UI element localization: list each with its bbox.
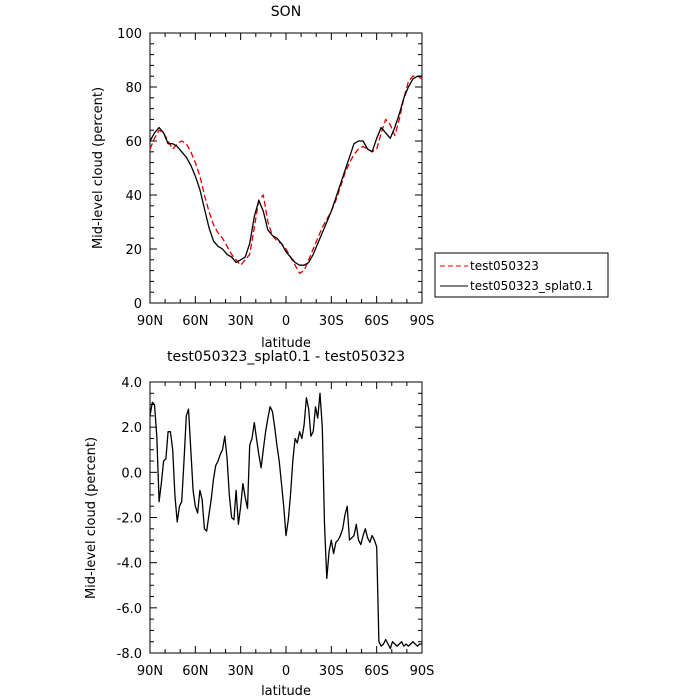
top-x-tick-label: 60S <box>364 314 389 329</box>
bottom-y-tick-label: -6.0 <box>117 602 142 617</box>
top-x-tick-label: 60N <box>182 314 208 329</box>
bottom-x-tick-label: 30N <box>228 664 254 679</box>
bottom-chart-title: test050323_splat0.1 - test050323 <box>167 349 405 365</box>
top-x-axis-label: latitude <box>261 336 311 351</box>
bottom-y-tick-label: 2.0 <box>121 421 142 436</box>
top-y-tick-label: 60 <box>125 135 142 150</box>
top-y-tick-label: 80 <box>125 81 142 96</box>
legend-label-test050323: test050323 <box>470 259 539 273</box>
bottom-x-tick-label: 0 <box>282 664 290 679</box>
top-series-line-test050323 <box>149 75 423 274</box>
bottom-x-tick-label: 90S <box>410 664 435 679</box>
bottom-x-tick-label: 60S <box>364 664 389 679</box>
top-y-tick-label: 0 <box>134 297 142 312</box>
bottom-x-tick-label: 90N <box>137 664 163 679</box>
bottom-y-tick-label: -2.0 <box>117 512 142 527</box>
bottom-x-axis: 90N 60N 30N 0 30S 60S 90S <box>137 382 435 679</box>
top-y-tick-label: 40 <box>125 189 142 204</box>
bottom-x-tick-label: 60N <box>182 664 208 679</box>
bottom-chart: test050323_splat0.1 - test050323 -8.0 -6.… <box>84 349 434 699</box>
top-plot-frame <box>149 32 423 304</box>
bottom-x-axis-label: latitude <box>261 684 311 699</box>
top-chart-title: SON <box>271 4 301 20</box>
top-x-tick-label: 30S <box>319 314 344 329</box>
top-x-tick-label: 0 <box>282 314 290 329</box>
legend-label-splat: test050323_splat0.1 <box>470 279 593 293</box>
bottom-y-axis-label: Mid-level cloud (percent) <box>84 437 99 599</box>
top-x-tick-label: 30N <box>228 314 254 329</box>
top-chart: SON 0 20 40 60 80 100 90N 60N 30N 0 30S 60S 90S lat… <box>91 4 434 351</box>
bottom-y-tick-label: 4.0 <box>121 376 142 391</box>
top-x-tick-label: 90N <box>137 314 163 329</box>
bottom-y-axis: -8.0 -6.0 -4.0 -2.0 0.0 2.0 4.0 <box>117 376 422 662</box>
legend-box <box>434 252 609 298</box>
top-x-axis: 90N 60N 30N 0 30S 60S 90S <box>137 33 435 329</box>
legend: test050323 test050323_splat0.1 <box>434 252 609 298</box>
top-series-line-test050323-splat0-1 <box>149 75 422 266</box>
top-y-axis-label: Mid-level cloud (percent) <box>91 87 106 249</box>
bottom-y-tick-label: -4.0 <box>117 557 142 572</box>
bottom-series-line-series-0 <box>149 392 422 650</box>
bottom-y-tick-label: -8.0 <box>117 647 142 662</box>
top-y-tick-label: 20 <box>125 243 142 258</box>
bottom-plot-frame <box>149 381 423 654</box>
top-y-tick-label: 100 <box>117 27 142 42</box>
bottom-y-tick-label: 0.0 <box>121 466 142 481</box>
bottom-series-group <box>149 392 422 650</box>
bottom-x-tick-label: 30S <box>319 664 344 679</box>
top-y-axis: 0 20 40 60 80 100 <box>117 27 422 312</box>
top-series-group <box>149 75 423 274</box>
top-x-tick-label: 90S <box>410 314 435 329</box>
